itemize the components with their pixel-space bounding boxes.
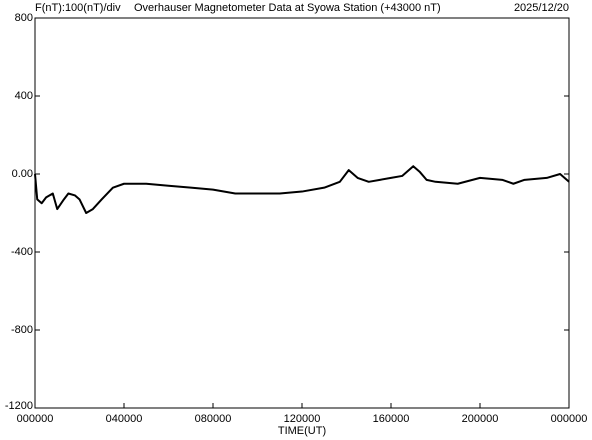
chart-date: 2025/12/20 bbox=[514, 2, 569, 14]
y-tick-label: -1200 bbox=[5, 400, 33, 412]
data-line bbox=[34, 165, 570, 214]
y-tick-label: 800 bbox=[15, 12, 33, 24]
y-tick-label: 400 bbox=[15, 90, 33, 102]
x-tick-label: 040000 bbox=[106, 413, 143, 425]
x-tick-label: 160000 bbox=[373, 413, 410, 425]
chart-title: Overhauser Magnetometer Data at Syowa St… bbox=[134, 2, 441, 14]
x-axis-label: TIME(UT) bbox=[278, 425, 326, 437]
y-tick-label: -800 bbox=[11, 324, 33, 336]
y-tick-label: 0.00 bbox=[12, 168, 33, 180]
chart-subtitle: F(nT):100(nT)/div bbox=[35, 2, 121, 14]
x-tick-label: 080000 bbox=[195, 413, 232, 425]
x-tick-label: 120000 bbox=[284, 413, 321, 425]
x-tick-label: 000000 bbox=[551, 413, 588, 425]
y-tick-label: -400 bbox=[11, 246, 33, 258]
x-tick-label: 000000 bbox=[17, 413, 54, 425]
x-tick-label: 200000 bbox=[462, 413, 499, 425]
